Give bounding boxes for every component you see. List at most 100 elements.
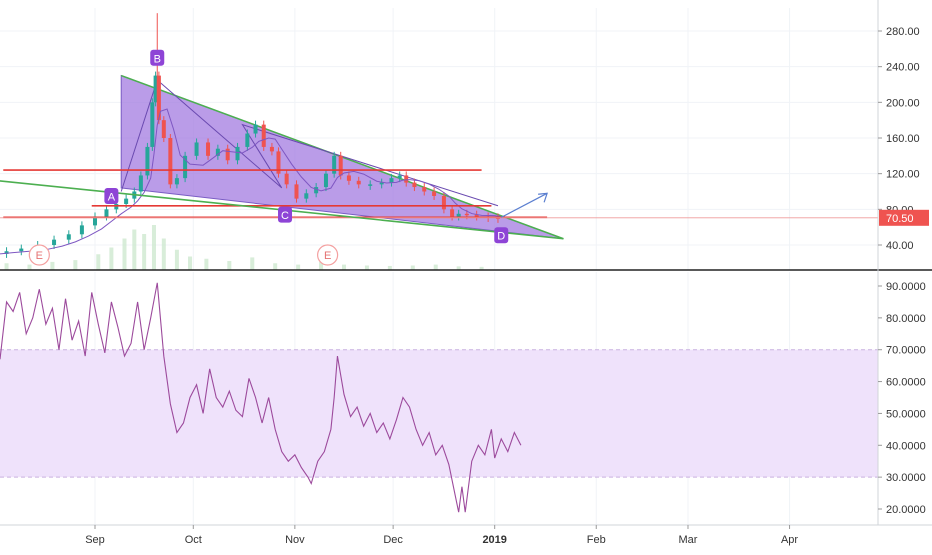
- candle-body: [294, 184, 299, 199]
- green-trendline: [0, 180, 564, 240]
- candle-body: [276, 151, 281, 174]
- price-y-tick-label: 120.00: [886, 169, 920, 181]
- volume-bar: [341, 264, 346, 270]
- rsi-panel: [0, 282, 878, 513]
- point-label-box: [150, 49, 165, 66]
- candle-body: [93, 216, 98, 226]
- x-tick-label: Nov: [285, 534, 305, 546]
- point-label-box: [494, 227, 509, 244]
- candle-body: [346, 175, 351, 181]
- candle-body: [404, 175, 409, 183]
- candle-body: [323, 173, 328, 188]
- point-label-box: [278, 206, 293, 223]
- rsi-y-tick-label: 90.0000: [886, 281, 926, 293]
- rsi-y-tick-label: 60.0000: [886, 377, 926, 389]
- candle-body: [114, 203, 119, 210]
- volume-bar: [142, 234, 147, 270]
- point-label-text: C: [281, 210, 289, 222]
- volume-bar: [109, 247, 114, 270]
- volume-bar: [319, 261, 324, 270]
- volume-bar: [132, 229, 137, 270]
- candle-body: [19, 248, 24, 252]
- rsi-y-tick-label: 40.0000: [886, 440, 926, 452]
- candle-body: [474, 214, 479, 217]
- candle-body: [304, 193, 309, 199]
- volume-bar: [50, 261, 55, 270]
- volume-bar: [4, 263, 9, 270]
- candle-body: [456, 213, 461, 217]
- candle-body: [168, 138, 173, 185]
- x-tick-label: Sep: [85, 534, 105, 546]
- last-price-badge-text: 70.50: [886, 213, 914, 225]
- event-marker-text: E: [324, 250, 331, 262]
- candle-body: [332, 155, 337, 174]
- x-tick-label: Mar: [679, 534, 698, 546]
- candle-body: [432, 191, 437, 196]
- candle-body: [368, 184, 373, 186]
- candle-body: [245, 133, 250, 147]
- point-labels: A B C D E E: [28, 49, 509, 266]
- volume-bar: [387, 265, 392, 270]
- price-y-tick-label: 240.00: [886, 62, 920, 74]
- candle-body: [52, 239, 57, 245]
- candle-body: [225, 148, 230, 161]
- rsi-y-tick-label: 30.0000: [886, 472, 926, 484]
- candle-body: [206, 142, 211, 156]
- volume-bar: [174, 249, 179, 270]
- candle-body: [338, 155, 343, 176]
- volume-bar: [250, 257, 255, 270]
- point-label-box: [104, 187, 119, 204]
- candle-body: [4, 251, 9, 254]
- candle-body: [183, 155, 188, 179]
- candle-body: [104, 209, 109, 217]
- candle-body: [379, 182, 384, 185]
- price-y-tick-label: 40.00: [886, 240, 914, 252]
- candle-body: [261, 124, 266, 147]
- x-tick-label: Oct: [185, 534, 202, 546]
- candle-body: [194, 142, 199, 156]
- candle-body: [269, 146, 274, 152]
- x-tick-label: Apr: [781, 534, 798, 546]
- volume-bar: [410, 265, 415, 270]
- candle-body: [150, 102, 155, 147]
- candle-body: [174, 178, 179, 185]
- moving-average-line: [0, 108, 502, 255]
- candle-body: [464, 213, 469, 216]
- candle-body: [156, 75, 161, 121]
- volume-bar: [161, 238, 166, 270]
- candle-body: [253, 124, 258, 134]
- volume-bar: [479, 266, 484, 270]
- volume-bar: [433, 264, 438, 270]
- projection-arrow-head: [538, 192, 548, 203]
- price-series: [0, 13, 502, 258]
- candle-body: [66, 234, 71, 240]
- x-tick-label: Feb: [587, 534, 606, 546]
- candle-body: [441, 195, 446, 210]
- point-label-text: A: [108, 191, 116, 203]
- wave-path: [120, 79, 499, 207]
- volume-bar: [456, 266, 461, 270]
- candle-body: [389, 178, 394, 183]
- candle-body: [138, 175, 143, 192]
- candle-body: [153, 75, 158, 103]
- volume-bar: [273, 263, 278, 270]
- volume-bar: [73, 260, 78, 270]
- last-price-badge: [879, 209, 929, 226]
- rsi-line: [0, 282, 522, 513]
- x-tick-label: 2019: [482, 534, 506, 546]
- event-marker-text: E: [36, 250, 43, 262]
- volume-bar: [227, 261, 232, 270]
- volume-bar: [296, 264, 301, 270]
- volume-bar: [96, 254, 101, 270]
- point-label-text: D: [497, 231, 505, 243]
- volume-bar: [122, 238, 127, 270]
- candle-body: [284, 173, 289, 185]
- rsi-y-tick-label: 80.0000: [886, 313, 926, 325]
- candle-body: [422, 187, 427, 192]
- volume-bar: [204, 258, 209, 270]
- rsi-y-tick-label: 20.0000: [886, 504, 926, 516]
- candle-body: [235, 146, 240, 161]
